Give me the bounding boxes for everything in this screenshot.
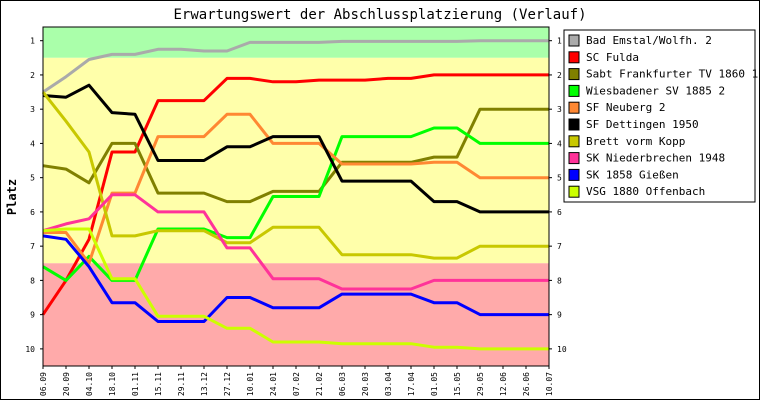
x-tick-label: 10.07 [545, 372, 554, 396]
series-line-5 [43, 112, 549, 265]
x-tick-label: 01.11 [131, 372, 140, 396]
series-line-8 [42, 193, 549, 291]
y-tick-label-right: 10 [557, 345, 567, 354]
x-tick-label: 20.09 [62, 372, 71, 396]
x-tick-label: 10.01 [246, 372, 255, 396]
x-ticks: 06.09 20.09 04.10 18.10 01.11 15.11 29.11 13.12… [39, 366, 554, 396]
y-tick-label-right: 8 [557, 276, 562, 285]
legend-swatch [568, 168, 580, 181]
y-tick-label-right: 7 [557, 242, 562, 251]
legend-label: SF Neuberg 2 [586, 101, 665, 114]
series-line-4 [42, 126, 549, 282]
x-tick-label: 07.02 [292, 372, 301, 396]
x-tick-label: 21.02 [315, 372, 324, 396]
x-tick-label: 15.05 [453, 372, 462, 396]
x-tick-label: 18.10 [108, 372, 117, 396]
legend-label: Wiesbadener SV 1885 2 [586, 84, 725, 97]
y-tick-label-right: 1 [557, 37, 562, 46]
y-ticks-right: 1 2 3 4 5 6 7 8 9 10 [549, 37, 567, 354]
y-tick-label-left: 7 [30, 242, 35, 251]
legend-label: SK Niederbrechen 1948 [586, 152, 725, 165]
x-tick-label: 26.06 [522, 372, 531, 396]
y-tick-label-right: 9 [557, 311, 562, 320]
x-tick-label: 17.04 [407, 372, 416, 396]
x-tick-label: 06.03 [338, 372, 347, 396]
y-tick-label-right: 2 [557, 71, 562, 80]
y-tick-label-left: 8 [30, 276, 35, 285]
y-axis-label: Platz [5, 179, 19, 215]
x-tick-label: 04.10 [85, 372, 94, 396]
legend-swatch [568, 68, 580, 81]
series-line-10 [42, 227, 549, 351]
x-tick-label: 01.05 [430, 372, 439, 396]
y-tick-label-left: 9 [30, 311, 35, 320]
y-tick-label-left: 3 [30, 105, 35, 114]
series-line-2 [41, 73, 549, 316]
band-1 [43, 57, 549, 264]
y-tick-label-right: 5 [557, 174, 562, 183]
x-tick-label: 12.06 [499, 372, 508, 396]
series-line-7 [41, 91, 549, 260]
y-tick-label-left: 5 [30, 174, 35, 183]
x-tick-label: 03.04 [384, 372, 393, 396]
series-line-1 [42, 39, 549, 94]
x-tick-label: 29.11 [177, 372, 186, 396]
legend-label: SC Fulda [586, 51, 639, 64]
x-tick-label: 15.11 [154, 372, 163, 396]
legend-swatch [568, 101, 580, 114]
legend-swatch [568, 118, 580, 131]
legend-swatch [568, 84, 580, 97]
legend-label: Bad Emstal/Wolfh. 2 [586, 34, 712, 47]
x-tick-label: 20.03 [361, 372, 370, 396]
y-tick-label-right: 6 [557, 208, 562, 217]
series-line-9 [42, 234, 549, 323]
x-tick-label: 24.01 [269, 372, 278, 396]
y-ticks-left: 1 2 3 4 5 6 7 8 9 10 [25, 37, 43, 354]
y-tick-label-right: 3 [557, 105, 562, 114]
x-tick-label: 27.12 [223, 372, 232, 396]
legend-swatch [568, 152, 580, 165]
series-line-6 [42, 83, 549, 214]
y-tick-label-right: 4 [557, 139, 562, 148]
legend-label: VSG 1880 Offenbach [586, 185, 705, 198]
y-tick-label-left: 4 [30, 139, 35, 148]
legend-label: SK 1858 Gießen [586, 168, 679, 181]
legend-swatch [568, 185, 580, 198]
legend-label: SF Dettingen 1950 [586, 118, 699, 131]
y-tick-label-left: 1 [30, 37, 35, 46]
legend-label: Sabt Frankfurter TV 1860 1 [586, 68, 758, 81]
series-lines [41, 39, 549, 351]
y-tick-label-left: 10 [25, 345, 35, 354]
legend-swatch [568, 34, 580, 47]
x-tick-label: 06.09 [39, 372, 48, 396]
legend-swatch [568, 135, 580, 148]
legend: Bad Emstal/Wolfh. 2 SC Fulda Sabt Frankfur… [563, 29, 758, 203]
legend-label: Brett vorm Kopp [586, 135, 685, 148]
y-tick-label-left: 2 [30, 71, 35, 80]
x-tick-label: 13.12 [200, 372, 209, 396]
legend-box [563, 29, 756, 203]
y-tick-label-left: 6 [30, 208, 35, 217]
series-line-3 [42, 107, 549, 204]
chart-title: Erwartungswert der Abschlussplatzierung … [173, 7, 586, 23]
legend-swatch [568, 51, 580, 64]
x-tick-label: 29.05 [476, 372, 485, 396]
